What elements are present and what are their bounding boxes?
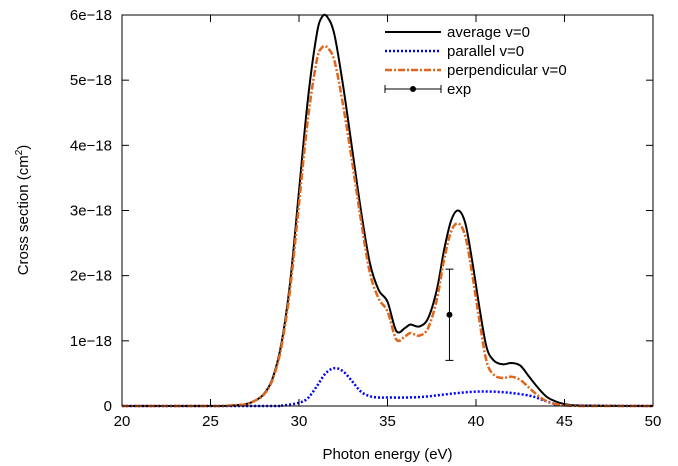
x-axis-label: Photon energy (eV) bbox=[322, 446, 452, 463]
y-tick-label: 3e−18 bbox=[70, 203, 112, 220]
y-tick-label: 0 bbox=[104, 398, 112, 415]
series-line-average-v-0 bbox=[122, 13, 654, 408]
y-axis-ticks: 0 1e−18 2e−18 3e−18 4e−18 5e−18 6e−18 bbox=[70, 7, 653, 415]
y-tick-label: 4e−18 bbox=[70, 137, 112, 154]
x-tick-label: 40 bbox=[468, 413, 485, 430]
y-axis-label-superscript: 2 bbox=[14, 149, 25, 155]
series-line-parallel-v-0 bbox=[122, 366, 654, 408]
x-tick-label: 50 bbox=[645, 413, 662, 430]
legend-swatch-exp-point bbox=[410, 86, 416, 92]
series-line-perpendicular-v-0 bbox=[122, 44, 653, 408]
x-tick-label: 25 bbox=[202, 413, 219, 430]
plot-lines bbox=[122, 13, 654, 408]
y-tick-label: 1e−18 bbox=[70, 333, 112, 350]
x-tick-label: 35 bbox=[379, 413, 396, 430]
legend: average v=0 parallel v=0 perpendicular v=0… bbox=[384, 24, 567, 98]
legend-label: average v=0 bbox=[447, 24, 530, 41]
x-axis-ticks: 20 25 30 35 40 45 50 bbox=[114, 15, 662, 430]
y-tick-label: 2e−18 bbox=[70, 268, 112, 285]
y-tick-label: 5e−18 bbox=[70, 72, 112, 89]
y-axis-label-main: Cross section (cm bbox=[15, 155, 32, 275]
x-tick-label: 30 bbox=[291, 413, 308, 430]
x-tick-label: 20 bbox=[114, 413, 131, 430]
y-axis-label: Cross section (cm2) bbox=[14, 145, 32, 276]
plot-frame bbox=[121, 14, 654, 407]
y-tick-label: 6e−18 bbox=[70, 7, 112, 24]
x-tick-label: 45 bbox=[556, 413, 573, 430]
exp-data-point bbox=[446, 311, 453, 318]
y-axis-label-close: ) bbox=[15, 145, 32, 150]
legend-label: exp bbox=[447, 81, 471, 98]
legend-label: parallel v=0 bbox=[447, 43, 524, 60]
legend-label: perpendicular v=0 bbox=[447, 62, 567, 79]
